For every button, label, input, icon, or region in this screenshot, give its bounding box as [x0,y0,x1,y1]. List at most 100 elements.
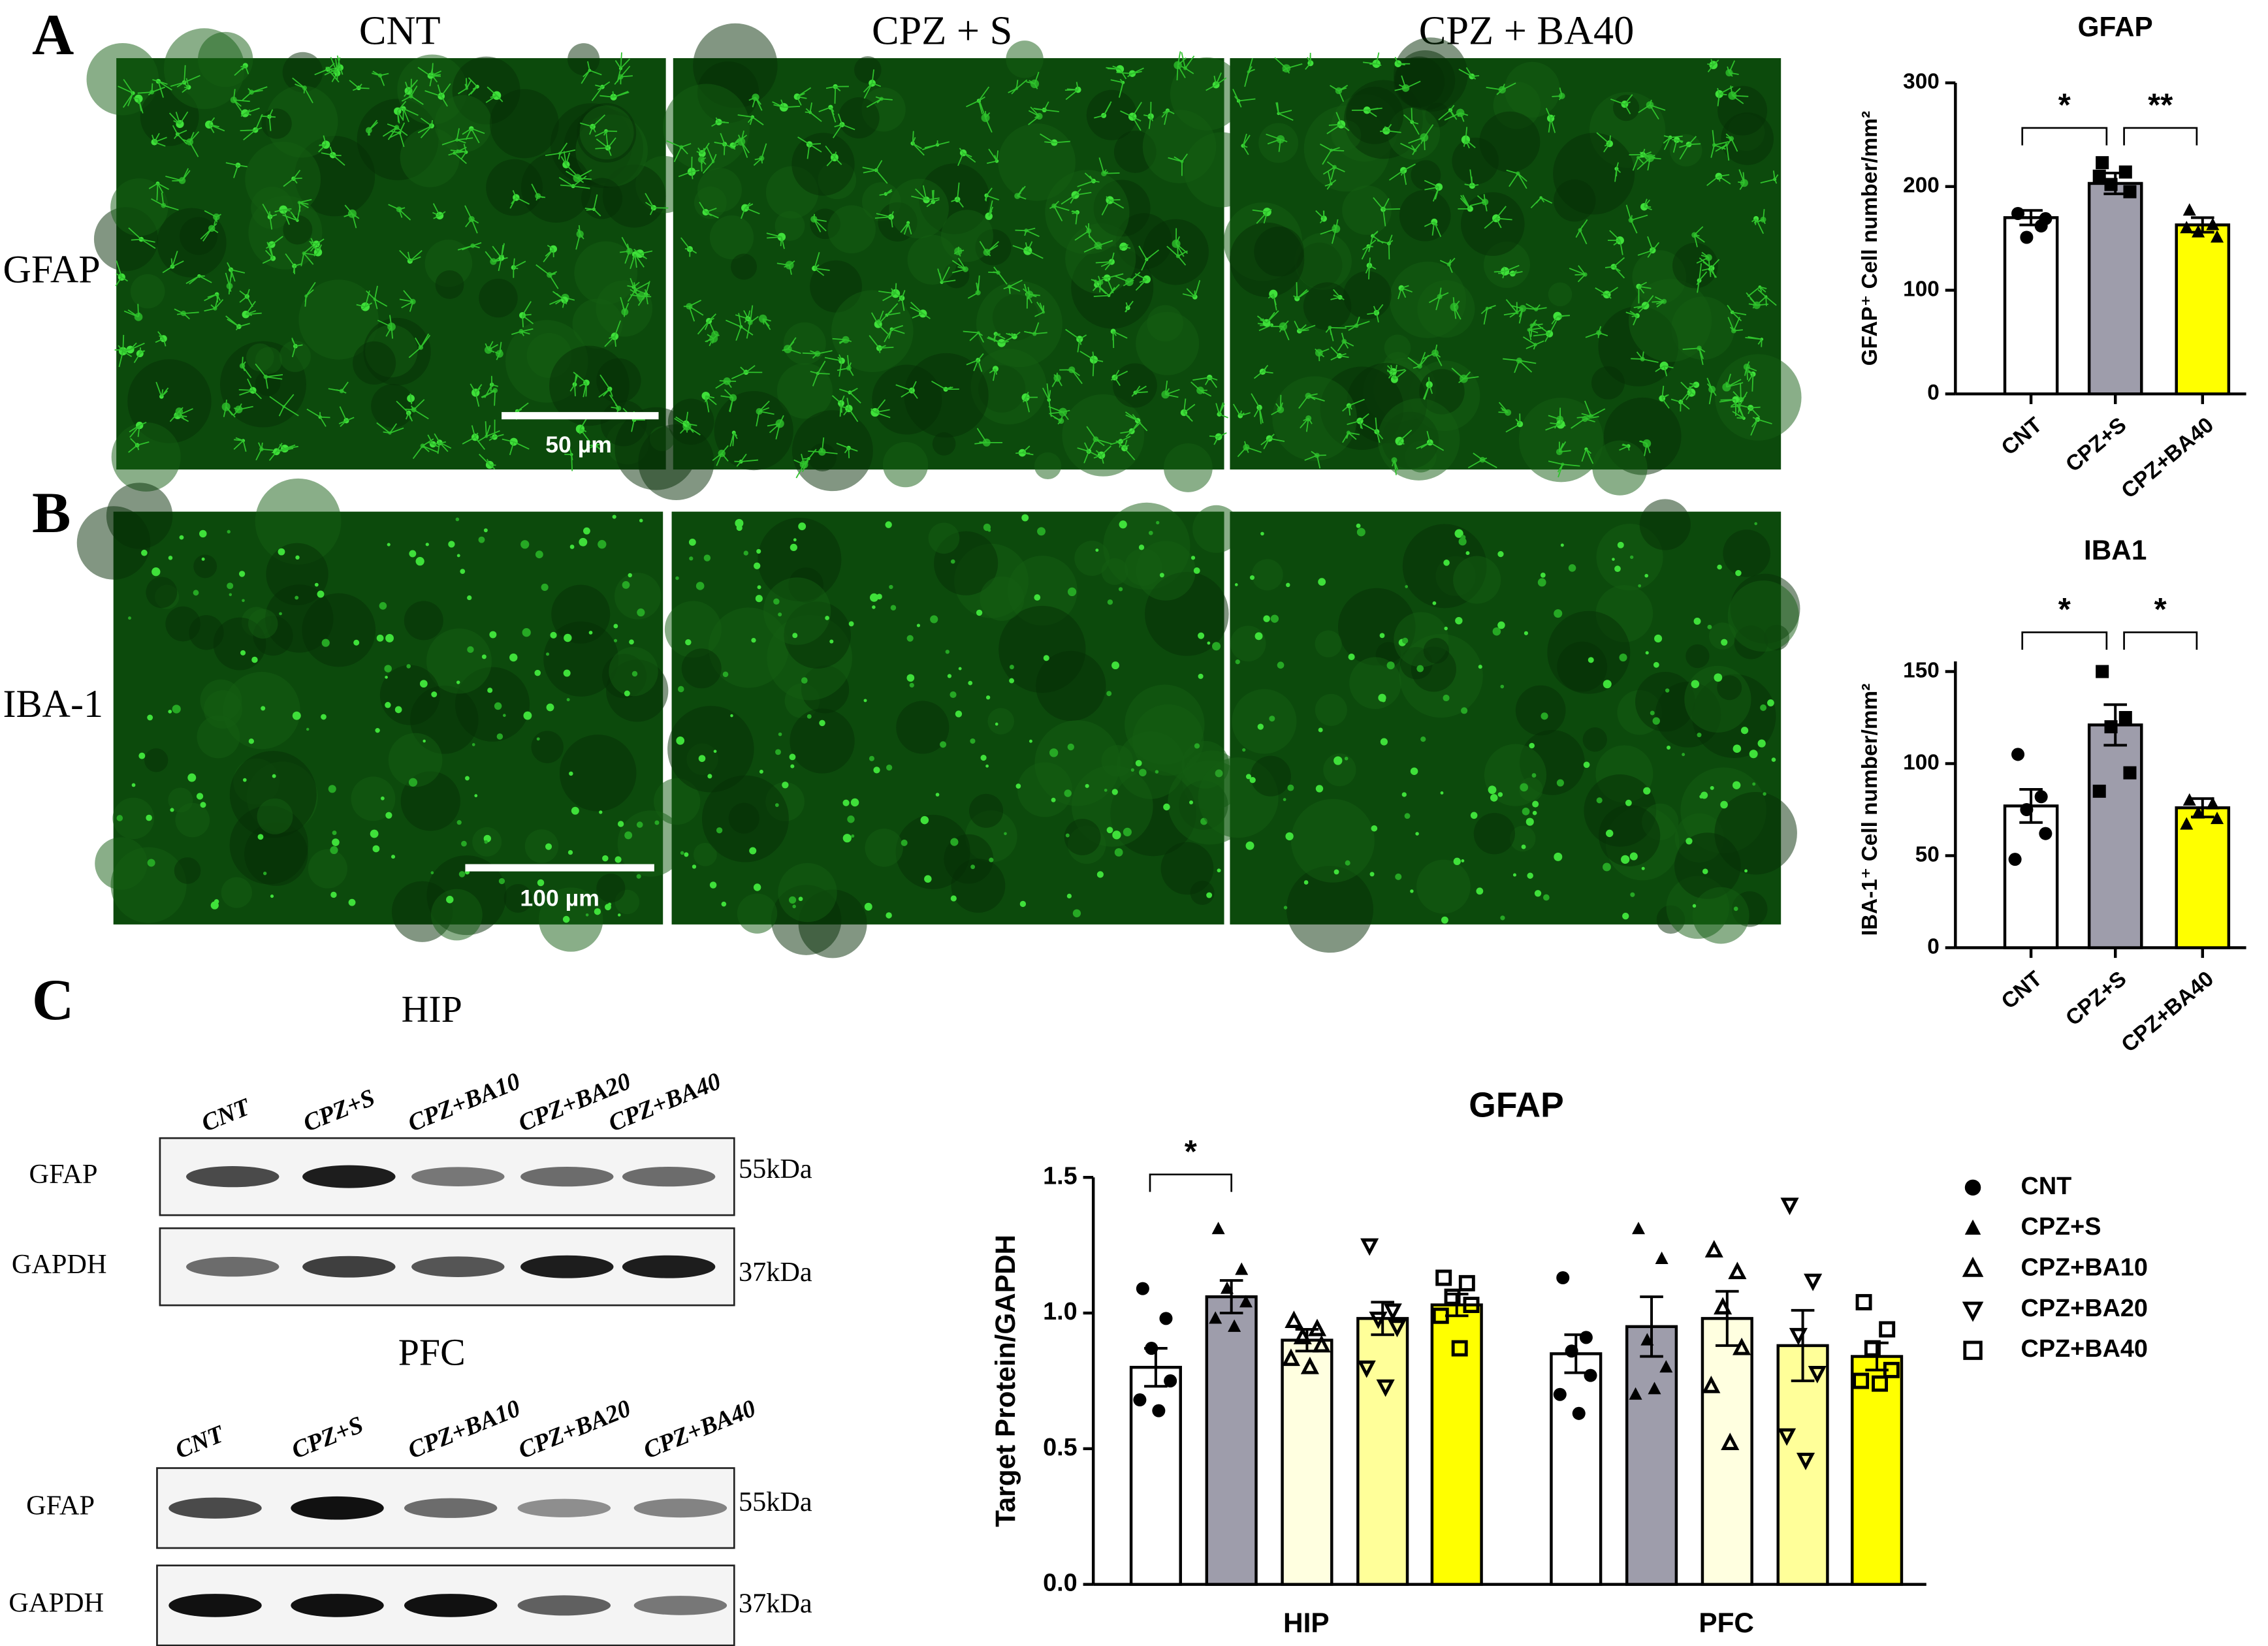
process [148,183,158,189]
cell [1603,680,1612,689]
process [1388,371,1394,379]
process [368,119,378,131]
process [494,390,496,406]
process [558,153,561,160]
process [433,215,440,219]
process [349,80,359,89]
process [1331,229,1337,244]
process [789,264,792,275]
process [988,210,993,217]
process [849,389,855,393]
process [351,213,360,219]
process [817,360,826,374]
process [1083,245,1098,253]
process [592,126,596,133]
process [1584,400,1592,417]
process [891,328,905,334]
texture [531,731,564,763]
process [487,86,498,96]
data-point [2008,853,2022,866]
process [545,248,554,257]
process [985,195,987,202]
legend-label: CPZ+BA20 [2021,1295,2148,1322]
cell [1617,541,1624,548]
process [261,449,274,451]
process [966,100,980,108]
cell [1198,632,1205,639]
process [802,458,810,473]
texture [731,253,758,280]
process [1535,323,1550,334]
process [387,123,397,128]
process [1718,174,1730,177]
texture [882,441,929,488]
texture [1461,192,1525,256]
process [959,148,964,153]
cell [1735,569,1742,577]
cell [1119,520,1127,529]
texture [1395,50,1456,110]
cell [1556,779,1564,787]
process [1186,288,1196,298]
process [513,261,526,268]
texture [353,341,396,385]
process [401,95,411,102]
cell [1531,773,1537,778]
process [879,345,886,349]
process [353,87,359,91]
process [410,95,424,105]
process [1125,308,1128,313]
texture [1473,813,1515,855]
data-point [1463,1297,1480,1314]
significance-bracket [2123,631,2198,650]
process [1732,311,1747,315]
process [1663,135,1670,138]
process [471,218,479,224]
cell [1707,624,1712,629]
process [741,326,754,336]
process [839,388,850,393]
process [1305,418,1309,432]
process [1123,244,1129,247]
texture [1582,727,1607,752]
process [472,86,478,90]
texture [110,178,168,236]
process [1638,104,1650,114]
process [1299,329,1309,332]
cell [775,749,781,755]
process [1062,411,1069,420]
process [758,400,770,412]
process [744,202,751,209]
process [1175,243,1189,254]
process [702,161,714,174]
process [460,151,467,160]
cell [523,711,532,720]
process [1387,370,1394,373]
texture [193,554,217,578]
process [304,87,313,104]
process [155,338,164,343]
process [274,209,284,213]
texture [1399,189,1451,242]
process [1571,418,1586,429]
cell [1263,615,1270,622]
process [1710,144,1715,158]
process [420,125,432,138]
process [243,129,256,140]
process [1439,287,1442,297]
process [1239,410,1242,417]
lane-label: CNT [198,1093,255,1137]
process [1110,441,1121,445]
process [1412,121,1419,125]
texture [694,186,727,219]
texture [539,887,603,952]
cell [1067,743,1074,751]
process [1125,302,1128,308]
process [1631,214,1648,221]
process [705,395,717,405]
process [1219,413,1228,419]
process [1134,385,1141,393]
process [183,313,190,320]
data-point [1556,1271,1570,1285]
texture [110,847,187,923]
